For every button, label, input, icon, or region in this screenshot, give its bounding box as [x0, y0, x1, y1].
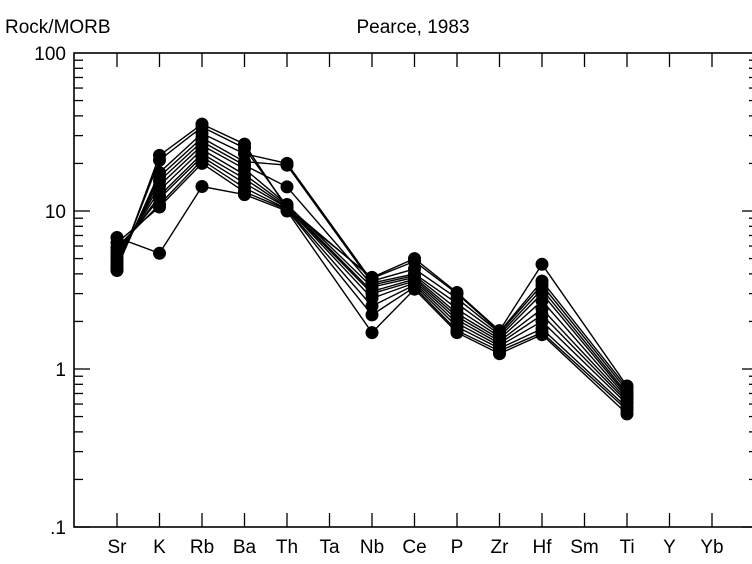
data-point [620, 379, 634, 393]
data-point [365, 270, 379, 284]
x-tick-label: P [451, 537, 464, 558]
x-tick-label: Rb [190, 537, 214, 558]
data-point [153, 166, 166, 180]
x-tick-label: Hf [533, 537, 553, 558]
x-tick-label: Ce [402, 537, 426, 558]
y-tick-label: 1 [55, 360, 66, 381]
x-tick-label: Ti [619, 537, 634, 558]
series-points [110, 117, 634, 421]
data-point [153, 246, 166, 260]
series-line [116, 137, 628, 394]
x-tick-label: Y [663, 537, 676, 558]
data-point [493, 324, 506, 338]
data-point [153, 148, 166, 162]
x-tick-label: Sm [570, 537, 599, 558]
x-tick-label: Ba [233, 537, 257, 558]
x-tick-label: K [153, 537, 166, 558]
x-tick-label: Zr [491, 537, 510, 558]
data-point [110, 264, 124, 277]
x-tick-label: Nb [360, 537, 384, 558]
plot-frame [73, 52, 752, 528]
series-line [116, 140, 628, 396]
axis-ticks [74, 53, 752, 528]
x-tick-label: Ta [319, 537, 340, 558]
data-point [280, 180, 294, 194]
data-point [195, 180, 209, 193]
data-point [535, 257, 549, 271]
data-point [280, 156, 294, 170]
data-point [365, 326, 379, 340]
y-tick-labels: 100 10 1 .1 [34, 44, 66, 539]
series-line [116, 123, 628, 387]
y-tick-label: .1 [50, 518, 66, 539]
x-tick-label: Yb [700, 537, 723, 558]
x-tick-label: Th [276, 537, 298, 558]
data-point [450, 286, 464, 299]
data-point [238, 137, 251, 151]
x-tick-labels: Sr K Rb Ba Th Ta Nb Ce P Zr Hf Sm Ti Y Yb [108, 537, 724, 558]
data-point [408, 252, 421, 266]
data-point [195, 117, 209, 131]
y-tick-label: 100 [34, 44, 66, 65]
chart-title: Pearce, 1983 [356, 17, 469, 38]
series-lines [116, 123, 628, 415]
x-tick-label: Sr [108, 537, 128, 558]
y-axis-label: Rock/MORB [5, 17, 111, 38]
data-point [535, 274, 549, 288]
y-tick-label: 10 [45, 202, 66, 223]
data-point [280, 201, 294, 215]
